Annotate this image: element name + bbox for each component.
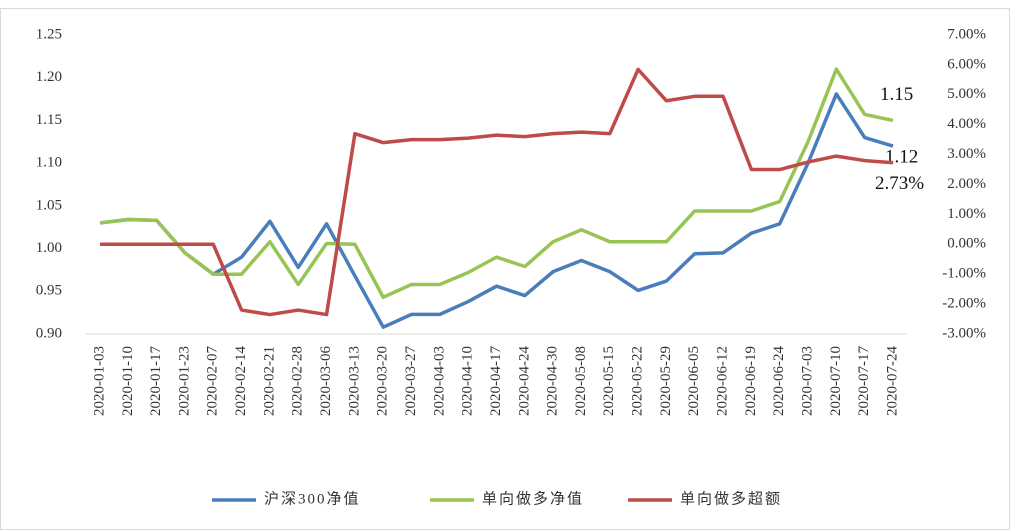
y2-tick-label: 2.00% xyxy=(947,176,986,192)
x-tick-label: 2020-05-22 xyxy=(630,346,646,416)
x-tick-label: 2020-01-10 xyxy=(120,346,136,416)
data-label: 1.15 xyxy=(880,84,913,105)
y-tick-label: 0.95 xyxy=(36,283,62,299)
x-tick-label: 2020-01-23 xyxy=(176,346,192,416)
x-tick-label: 2020-07-03 xyxy=(799,346,815,416)
x-tick-label: 2020-02-07 xyxy=(205,346,221,416)
y2-tick-label: 5.00% xyxy=(947,86,986,102)
y-tick-label: 1.15 xyxy=(36,112,62,128)
legend-label: 单向做多净值 xyxy=(482,490,584,507)
legend-label: 单向做多超额 xyxy=(680,490,782,507)
x-tick-label: 2020-05-08 xyxy=(573,346,589,416)
chart-border xyxy=(0,8,1010,530)
x-tick-label: 2020-07-17 xyxy=(856,346,872,416)
x-tick-label: 2020-06-05 xyxy=(686,346,702,416)
x-tick-label: 2020-02-14 xyxy=(233,346,249,416)
x-tick-label: 2020-01-17 xyxy=(148,346,164,416)
legend-label: 沪深300净值 xyxy=(264,490,361,507)
x-tick-label: 2020-03-20 xyxy=(375,346,391,416)
y-tick-label: 1.00 xyxy=(36,240,62,256)
y2-tick-label: -1.00% xyxy=(942,266,986,282)
y2-tick-label: -2.00% xyxy=(942,296,986,312)
x-tick-label: 2020-03-06 xyxy=(318,346,334,416)
y2-tick-label: 4.00% xyxy=(947,116,986,132)
y2-tick-label: 1.00% xyxy=(947,206,986,222)
y-tick-label: 1.10 xyxy=(36,155,62,171)
x-tick-label: 2020-05-15 xyxy=(601,346,617,416)
y2-tick-label: 6.00% xyxy=(947,56,986,72)
x-tick-label: 2020-04-30 xyxy=(545,346,561,416)
data-label: 2.73% xyxy=(875,173,924,194)
x-tick-label: 2020-04-24 xyxy=(516,346,532,416)
x-tick-label: 2020-07-24 xyxy=(884,346,900,416)
x-tick-label: 2020-01-03 xyxy=(91,346,107,416)
x-tick-label: 2020-07-10 xyxy=(828,346,844,416)
line-series xyxy=(99,67,894,300)
x-tick-label: 2020-06-24 xyxy=(771,346,787,416)
y-tick-label: 0.90 xyxy=(36,325,62,341)
x-tick-label: 2020-03-27 xyxy=(403,346,419,416)
data-label: 1.12 xyxy=(885,146,918,167)
y-tick-label: 1.25 xyxy=(36,26,62,42)
x-tick-label: 2020-04-03 xyxy=(431,346,447,416)
line-series xyxy=(100,67,894,317)
x-tick-label: 2020-06-19 xyxy=(743,346,759,416)
y2-tick-label: 7.00% xyxy=(947,26,986,42)
x-tick-label: 2020-04-17 xyxy=(488,346,504,416)
x-tick-label: 2020-04-10 xyxy=(460,346,476,416)
x-tick-label: 2020-06-12 xyxy=(715,346,731,416)
y2-tick-label: 3.00% xyxy=(947,146,986,162)
x-tick-label: 2020-02-28 xyxy=(290,346,306,416)
line-series xyxy=(99,92,894,329)
x-tick-label: 2020-05-29 xyxy=(658,346,674,416)
x-tick-label: 2020-02-21 xyxy=(261,346,277,416)
y-tick-label: 1.05 xyxy=(36,197,62,213)
y-tick-label: 1.20 xyxy=(36,69,62,85)
x-tick-label: 2020-03-13 xyxy=(346,346,362,416)
y2-tick-label: -3.00% xyxy=(942,325,986,341)
y2-tick-label: 0.00% xyxy=(947,236,986,252)
